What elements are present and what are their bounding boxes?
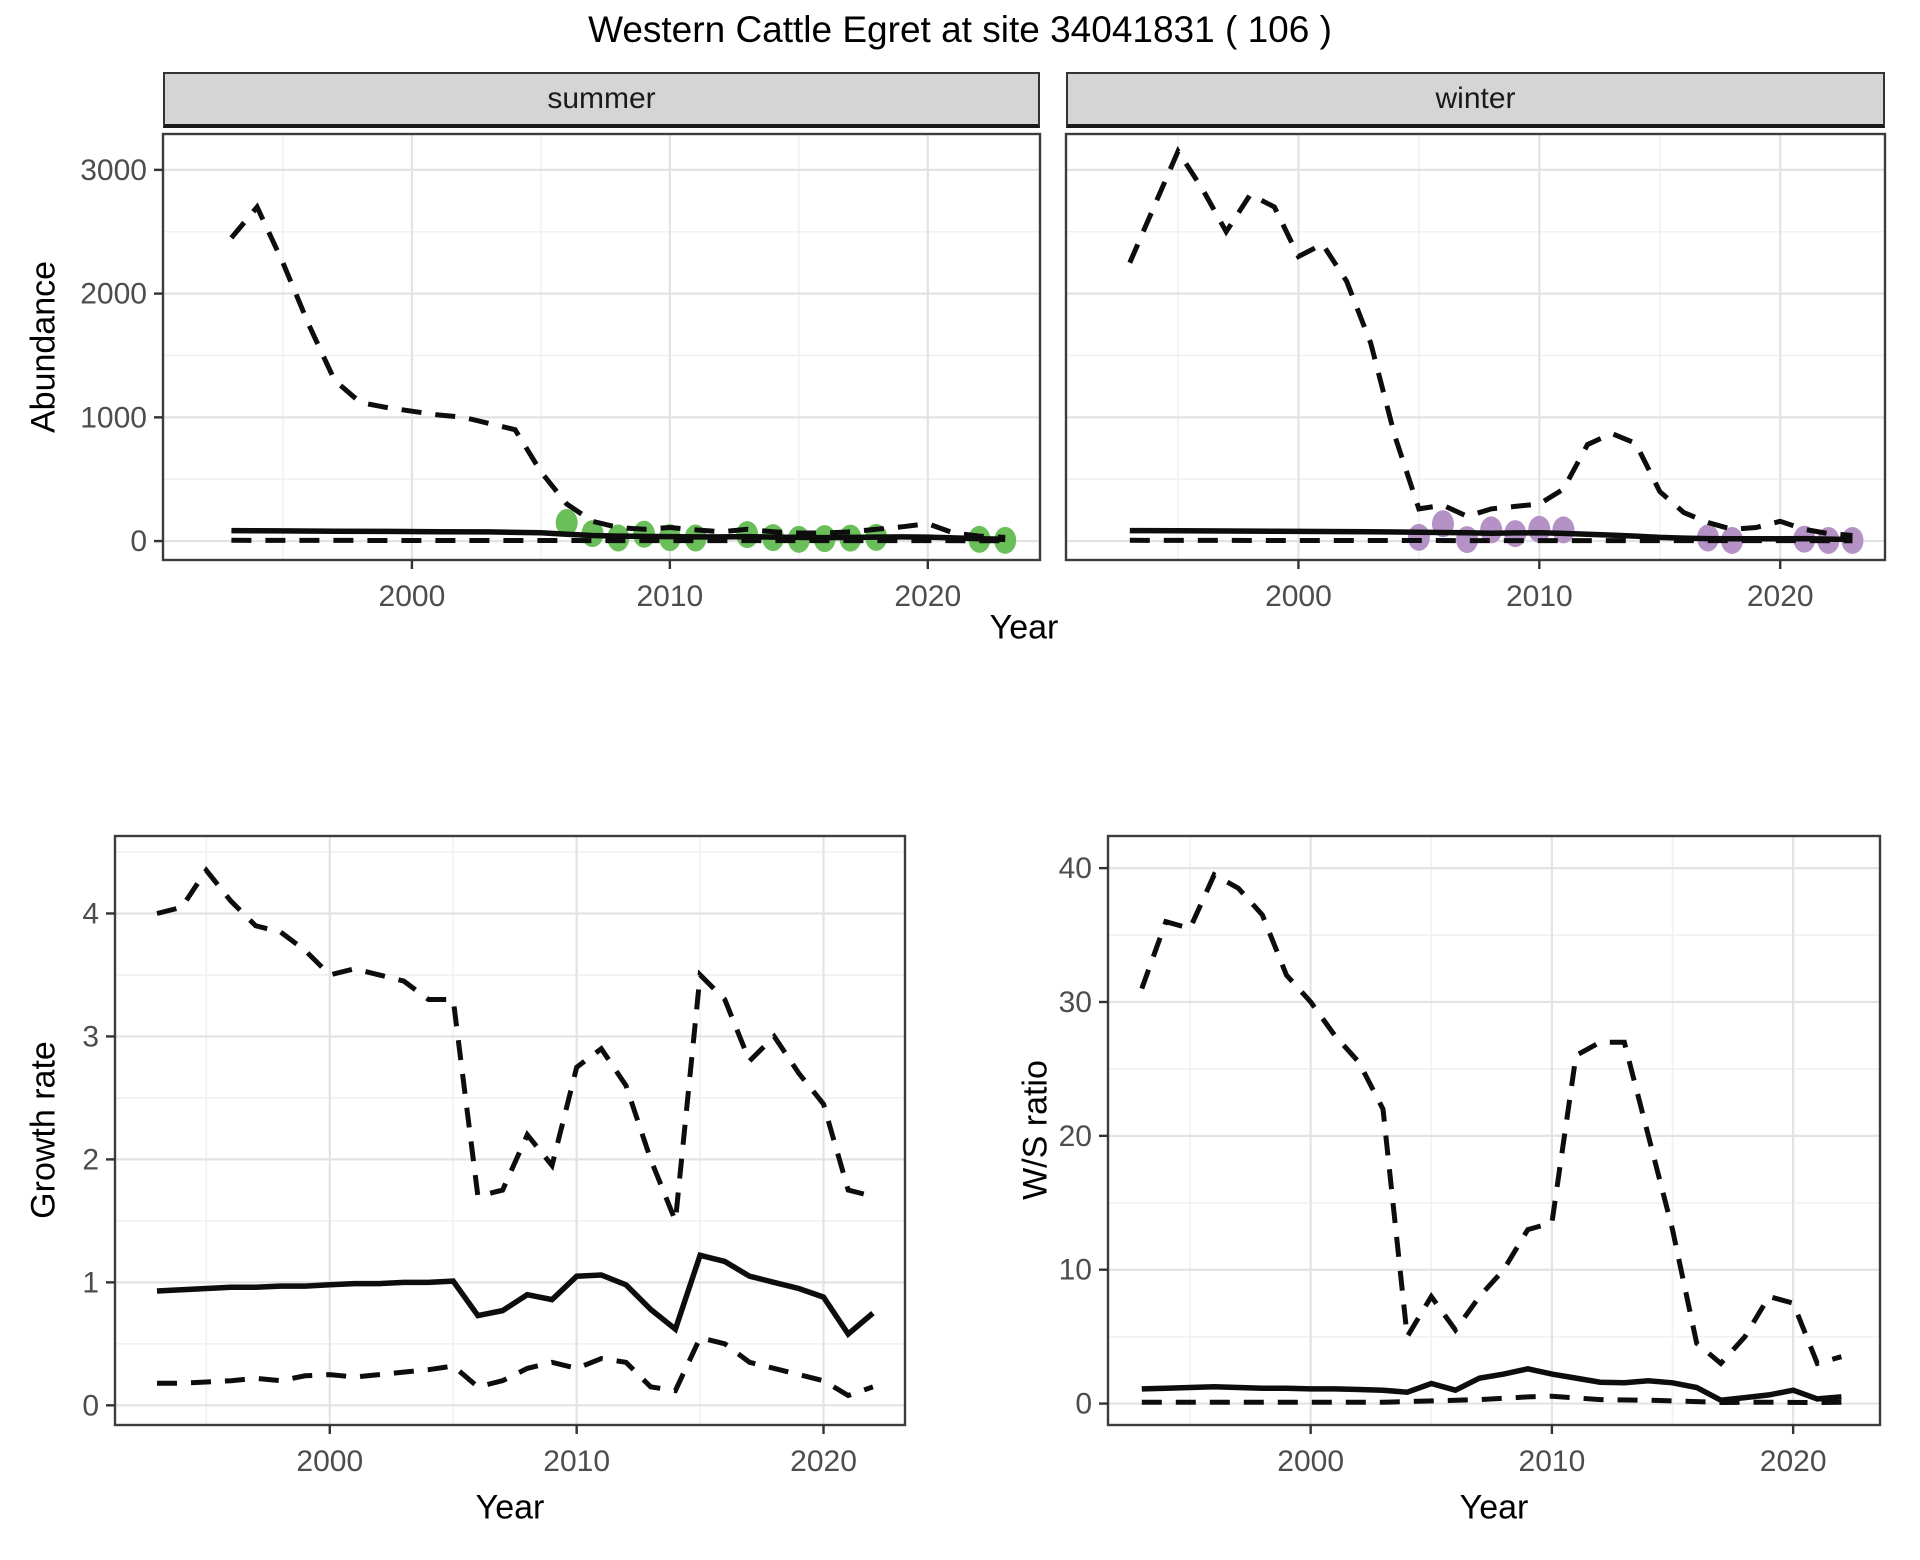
series-solid-median (1141, 1365, 1842, 1404)
panel-growth-rate: 2000 2010 2020 0 1 2 3 4 (82, 834, 907, 1478)
data-point (1552, 516, 1575, 544)
x-tick-label: 2000 (1265, 580, 1332, 613)
y-tick-label: 40 (1059, 852, 1092, 885)
x-tick-label: 2010 (1506, 580, 1573, 613)
y-axis-title-abundance: Abundance (24, 260, 63, 434)
y-axis-title-ws-ratio: W/S ratio (1016, 1060, 1055, 1200)
y-tick-label: 3 (82, 1020, 99, 1053)
x-axis-title-growth-year: Year (475, 1488, 545, 1527)
x-tick-label: 2020 (894, 580, 961, 613)
series-upper-dashed (156, 866, 874, 1222)
x-tick-label: 2020 (790, 1445, 857, 1478)
series-solid-median (231, 527, 1006, 543)
series-lower-dashed (157, 1334, 874, 1399)
y-tick-label: 10 (1059, 1254, 1092, 1287)
x-tick-label: 2000 (1277, 1445, 1344, 1478)
y-tick-label: 0 (1075, 1388, 1092, 1421)
y-tick-label: 0 (130, 525, 147, 558)
panel-background (163, 134, 1040, 560)
panel-abundance-summer: 2000 2010 2020 0 1000 2000 3000 (80, 132, 1042, 613)
panel-ws-ratio: 2000 2010 2020 0 10 20 30 40 (1059, 834, 1882, 1478)
panel-abundance-winter: 2000 2010 2020 (1064, 132, 1887, 613)
facet-strip-winter-label: winter (1435, 82, 1516, 115)
chart-title: Western Cattle Egret at site 34041831 ( … (588, 9, 1332, 50)
y-tick-label: 3000 (80, 154, 147, 187)
panel-background (115, 836, 905, 1425)
panel-background (1066, 134, 1885, 560)
x-tick-label: 2010 (636, 580, 703, 613)
facet-strip-summer-label: summer (547, 82, 656, 115)
series-upper-dashed (1127, 146, 1853, 538)
facet-strip-winter: winter (1066, 72, 1885, 128)
x-tick-label: 2010 (543, 1445, 610, 1478)
facet-strip-summer: summer (163, 72, 1040, 128)
y-tick-label: 20 (1059, 1120, 1092, 1153)
x-tick-label: 2020 (1760, 1445, 1827, 1478)
series-upper-dashed (1139, 871, 1843, 1367)
x-tick-label: 2000 (379, 580, 446, 613)
y-tick-label: 2 (82, 1143, 99, 1176)
series-lower-dashed (1141, 1393, 1842, 1406)
y-tick-label: 2000 (80, 278, 147, 311)
y-axis-title-growth-rate: Growth rate (24, 1041, 63, 1219)
y-tick-label: 30 (1059, 986, 1092, 1019)
x-tick-label: 2020 (1747, 580, 1814, 613)
series-upper-dashed (229, 202, 1006, 540)
panel-border (113, 834, 907, 1427)
y-tick-label: 1 (82, 1266, 99, 1299)
data-point (555, 509, 578, 537)
data-point (1528, 515, 1551, 543)
x-tick-label: 2000 (296, 1445, 363, 1478)
x-tick-label: 2010 (1519, 1445, 1586, 1478)
x-axis-title-top-year: Year (989, 608, 1059, 647)
panel-border (1106, 834, 1882, 1427)
panel-background (1108, 836, 1880, 1425)
panel-border (1064, 132, 1887, 562)
data-point (1407, 523, 1430, 551)
y-tick-label: 1000 (80, 401, 147, 434)
data-point (1480, 516, 1503, 544)
y-tick-label: 4 (82, 897, 99, 930)
panel-border (161, 132, 1042, 562)
y-tick-label: 0 (82, 1389, 99, 1422)
x-axis-title-ws-year: Year (1459, 1488, 1529, 1527)
series-solid-median (156, 1252, 875, 1339)
